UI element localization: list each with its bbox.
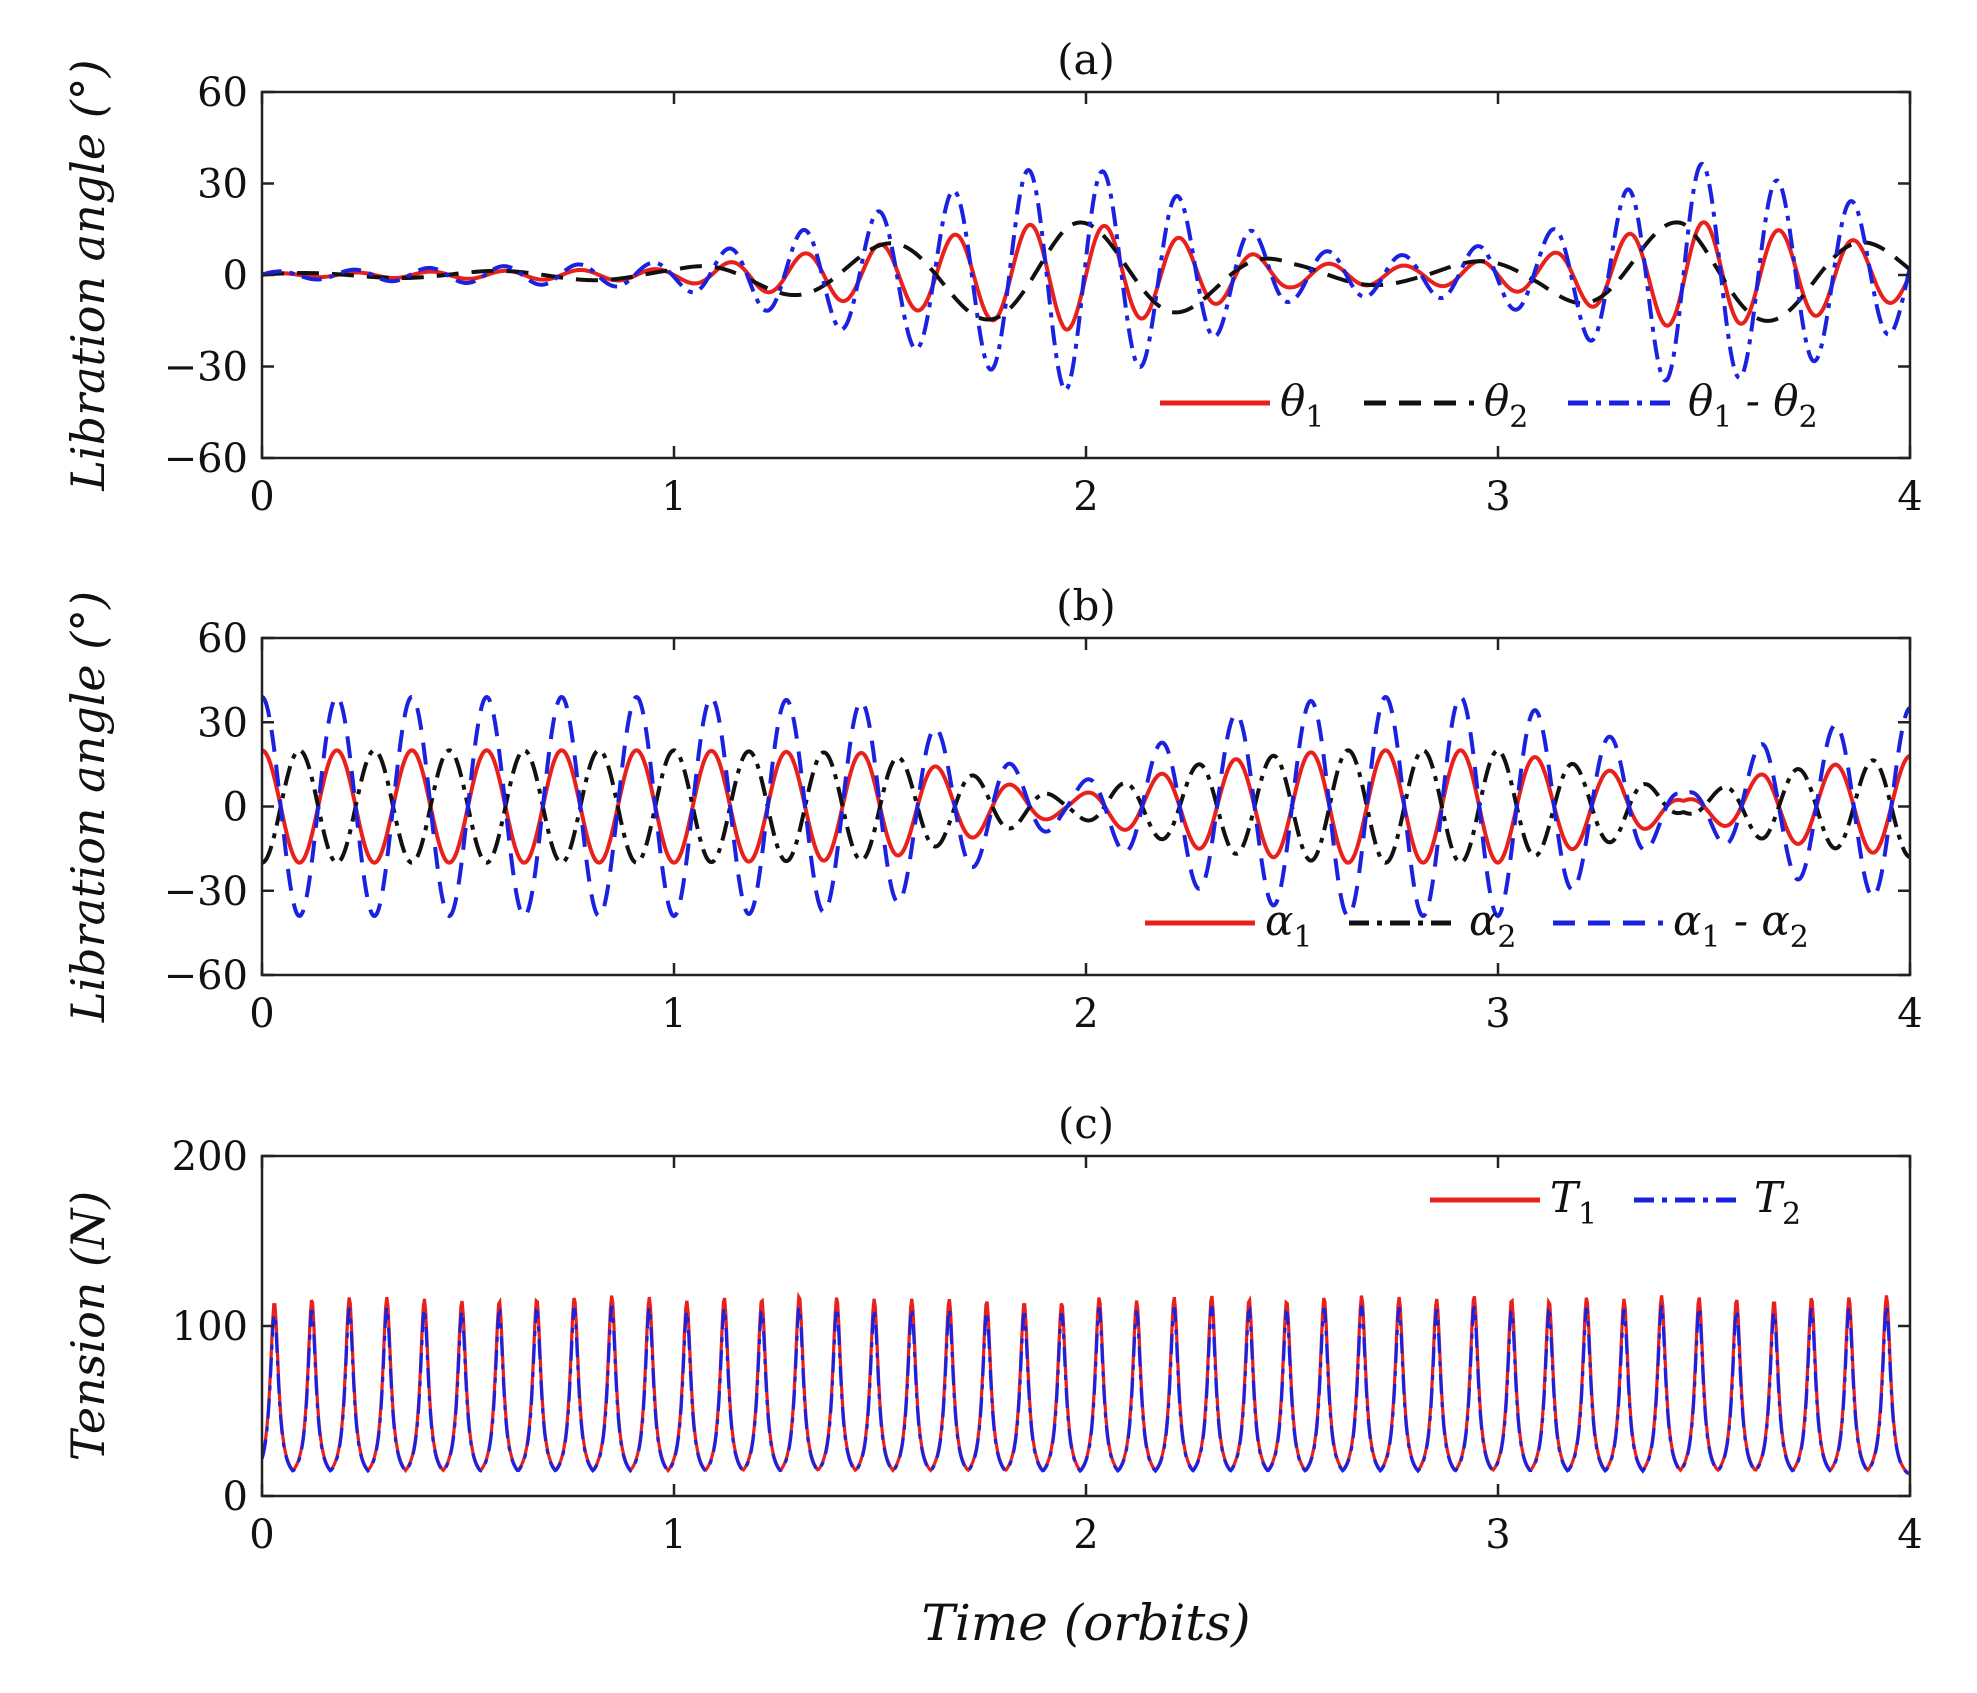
y-tick-label: −30 <box>164 345 248 391</box>
y-tick-label: 60 <box>197 70 248 116</box>
x-tick-label: 4 <box>1897 991 1922 1037</box>
legend-entry: T2 <box>1754 1173 1801 1232</box>
x-tick-label: 0 <box>249 991 274 1037</box>
series-line-t2 <box>262 1302 1910 1477</box>
x-tick-label: 2 <box>1073 474 1098 520</box>
legend: θ1 θ2 θ1 - θ2 <box>1160 376 1818 435</box>
y-tick-label: 30 <box>197 700 248 746</box>
x-tick-label: 3 <box>1485 991 1510 1037</box>
y-tick-label: −30 <box>164 869 248 915</box>
panel-a: 0 1 2 3 4 60 30 0 −30 −60 (a) Libration angle (°) θ1… <box>61 35 1923 520</box>
y-tick-label: −60 <box>164 436 248 482</box>
y-tick-label: 30 <box>197 162 248 208</box>
series-line--2 <box>262 748 1910 865</box>
legend-entry: α1 - α2 <box>1673 896 1809 955</box>
legend-entry: θ1 <box>1280 376 1324 435</box>
y-tick-label: 0 <box>223 253 248 299</box>
panel-title: (b) <box>1056 581 1116 630</box>
y-axis-label: Libration angle (°) <box>61 59 115 491</box>
panel-b: 0 1 2 3 4 60 30 0 −30 −60 (b) Libration angle (°) α1… <box>61 581 1923 1037</box>
legend-entry: T1 <box>1550 1173 1597 1232</box>
series-group <box>262 694 1910 919</box>
y-axis-label: Libration angle (°) <box>61 591 115 1023</box>
y-tick-label: 100 <box>172 1304 248 1350</box>
series-line--1-2 <box>262 694 1910 919</box>
y-tick-label: 0 <box>223 785 248 831</box>
series-line--1 <box>262 220 1910 332</box>
x-tick-label: 0 <box>249 474 274 520</box>
x-tick-label: 1 <box>661 474 686 520</box>
legend-entry: α1 <box>1265 896 1312 955</box>
x-tick-label: 2 <box>1073 1512 1098 1558</box>
legend-entry: θ2 <box>1484 376 1528 435</box>
y-tick-label: 200 <box>172 1134 248 1180</box>
y-tick-label: −60 <box>164 953 248 999</box>
panel-title: (a) <box>1057 35 1115 84</box>
legend-entry: θ1 - θ2 <box>1688 376 1818 435</box>
x-axis-label: Time (orbits) <box>921 1594 1250 1652</box>
x-tick-label: 3 <box>1485 474 1510 520</box>
x-tick-label: 4 <box>1897 1512 1922 1558</box>
y-tick-label: 0 <box>223 1474 248 1520</box>
panel-c: 0 1 2 3 4 200 100 0 (c) Tension (N) T1 T2 <box>61 1099 1923 1558</box>
legend: α1 α2 α1 - α2 <box>1145 896 1809 955</box>
x-tick-label: 2 <box>1073 991 1098 1037</box>
legend-entry: α2 <box>1469 896 1516 955</box>
series-line--2 <box>262 220 1910 323</box>
x-tick-label: 0 <box>249 1512 274 1558</box>
y-tick-label: 60 <box>197 616 248 662</box>
series-group <box>262 161 1910 393</box>
legend: T1 T2 <box>1430 1173 1801 1232</box>
series-line--1 <box>262 748 1910 865</box>
x-tick-label: 4 <box>1897 474 1922 520</box>
series-group <box>262 1291 1910 1477</box>
x-tick-label: 1 <box>661 1512 686 1558</box>
x-tick-label: 3 <box>1485 1512 1510 1558</box>
series-line--1-2 <box>262 161 1910 393</box>
panel-title: (c) <box>1058 1099 1114 1148</box>
x-tick-label: 1 <box>661 991 686 1037</box>
y-axis-label: Tension (N) <box>61 1191 115 1461</box>
